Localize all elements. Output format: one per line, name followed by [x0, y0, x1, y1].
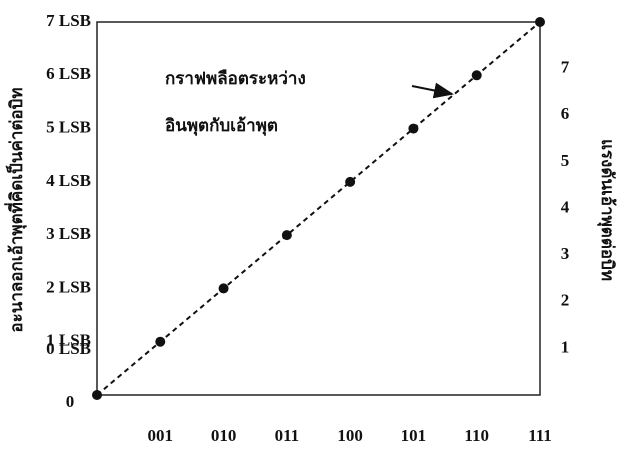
chart: อะนาลอกเอ้าพุตที่คิดเป็นค่าต่อบิท แรงดัน…	[0, 0, 623, 454]
y2-tick-label: 7	[561, 58, 570, 77]
data-point	[219, 283, 229, 293]
y2-tick-label: 6	[561, 104, 570, 123]
x-tick-label: 100	[337, 426, 363, 445]
y-tick-label: 3 LSB	[46, 224, 91, 243]
y2-tick-label: 5	[561, 151, 570, 170]
y2-tick-label: 1	[561, 337, 570, 356]
data-point	[408, 124, 418, 134]
x-tick-label: 001	[148, 426, 174, 445]
data-point	[472, 70, 482, 80]
origin-label: 0	[66, 392, 75, 411]
annotation: อินพุตกับเอ้าพุต	[165, 116, 278, 136]
data-point	[345, 177, 355, 187]
y2-tick-label: 4	[561, 197, 570, 216]
data-point	[92, 390, 102, 400]
x-tick-label: 110	[464, 426, 489, 445]
data-point	[535, 17, 545, 27]
y-tick-label: 1 LSB	[46, 331, 91, 350]
x-tick-label: 011	[275, 426, 300, 445]
data-point	[155, 337, 165, 347]
x-tick-label: 111	[528, 426, 552, 445]
y2-tick-label: 3	[561, 244, 570, 263]
x-tick-label: 010	[211, 426, 237, 445]
y-tick-label: 6 LSB	[46, 64, 91, 83]
y-tick-label: 4 LSB	[46, 171, 91, 190]
y-tick-label: 5 LSB	[46, 117, 91, 136]
data-point	[282, 230, 292, 240]
y-axis-title: อะนาลอกเอ้าพุตที่คิดเป็นค่าต่อบิท	[4, 87, 27, 332]
y-tick-label: 2 LSB	[46, 277, 91, 296]
y2-tick-label: 2	[561, 291, 570, 310]
annotation: กราฟพลือตระหว่าง	[165, 68, 306, 88]
y2-axis-title: แรงดันเอ้าพุตต่อบิท	[597, 139, 617, 281]
y-tick-label: 7 LSB	[46, 11, 91, 30]
annotation-arrow	[412, 86, 452, 94]
x-tick-label: 101	[401, 426, 427, 445]
